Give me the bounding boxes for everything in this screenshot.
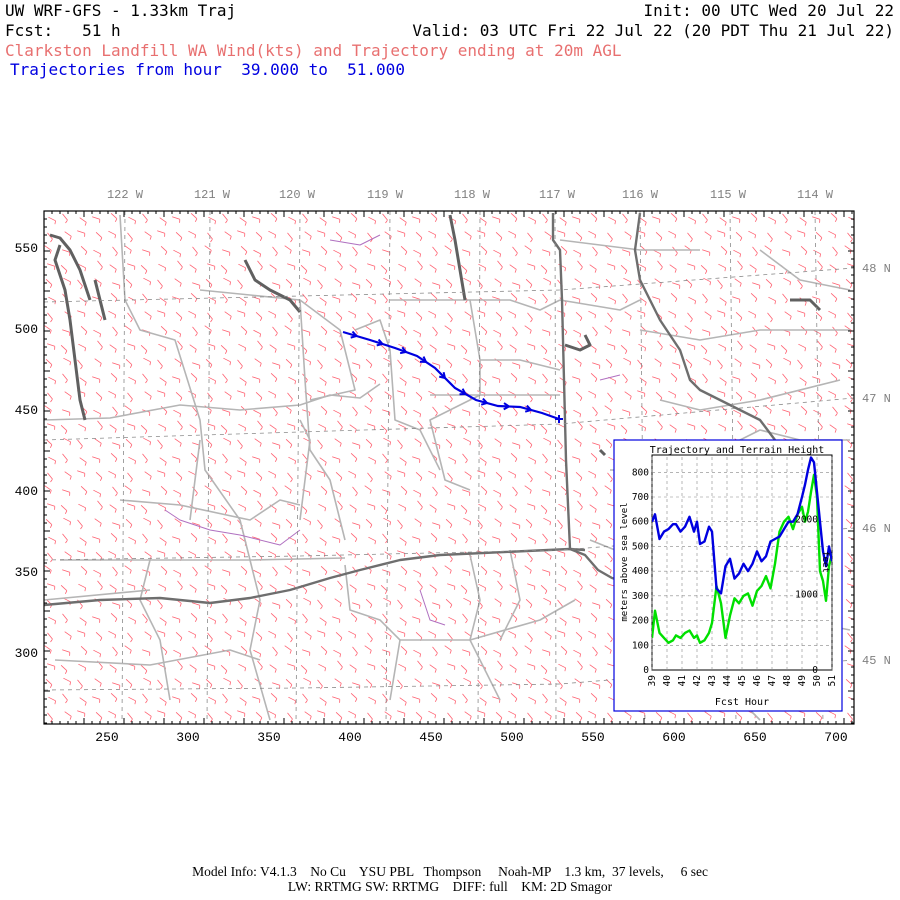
inset-x-tick-label: 41 xyxy=(677,675,688,687)
longitude-label: 114 W xyxy=(796,188,833,202)
inset-y-tick-label: 800 xyxy=(632,467,649,478)
longitude-label: 121 W xyxy=(193,188,230,202)
x-grid-label: 500 xyxy=(500,730,524,745)
purple-boundaries xyxy=(164,234,621,626)
inset-ylabel-right: feet xyxy=(820,551,830,573)
trajectory-path xyxy=(342,330,560,421)
x-grid-label: 300 xyxy=(176,730,200,745)
plus-icon xyxy=(555,415,563,423)
trajectory-arrow xyxy=(376,338,385,347)
inset-x-tick-label: 40 xyxy=(662,675,673,687)
inset-xlabel: Fcst Hour xyxy=(715,697,769,708)
inset-x-tick-label: 44 xyxy=(722,675,733,687)
frame-ticks xyxy=(43,210,854,724)
inset-x-tick-label: 46 xyxy=(752,675,763,687)
y-grid-label: 500 xyxy=(14,322,38,337)
inset-x-tick-label: 45 xyxy=(737,675,748,686)
inset-y-tick-label: 100 xyxy=(632,640,649,651)
y-grid-label: 400 xyxy=(14,484,38,499)
inset-x-tick-label: 42 xyxy=(692,675,703,686)
model-title: UW WRF-GFS - 1.33km Traj xyxy=(5,1,237,20)
inset-x-tick-label: 50 xyxy=(812,675,823,687)
inset-y-tick-label: 700 xyxy=(632,492,649,503)
inset-y-right-tick-label: 2000 xyxy=(795,514,818,525)
y-grid-label: 350 xyxy=(14,565,38,580)
terrain-height-line xyxy=(652,473,832,644)
y-grid-label: 450 xyxy=(14,403,38,418)
map-subtitle: Clarkston Landfill WA Wind(kts) and Traj… xyxy=(5,41,622,60)
x-grid-label: 650 xyxy=(743,730,767,745)
trajectory xyxy=(342,330,563,423)
trajectory-arrow xyxy=(399,346,408,355)
inset-y-tick-label: 200 xyxy=(632,616,649,627)
trajectory-arrow xyxy=(480,397,489,406)
longitude-label: 117 W xyxy=(538,188,575,202)
latitude-label: 45 N xyxy=(862,654,891,668)
x-grid-label: 600 xyxy=(662,730,686,745)
x-grid-label: 700 xyxy=(824,730,848,745)
trajectory-arrow xyxy=(524,404,533,413)
x-grid-label: 550 xyxy=(581,730,605,745)
longitude-label: 116 W xyxy=(621,188,658,202)
inset-y-right-tick-label: 1000 xyxy=(795,590,818,601)
init-time: Init: 00 UTC Wed 20 Jul 22 xyxy=(643,1,894,20)
longitude-label: 119 W xyxy=(366,188,403,202)
inset-x-tick-label: 51 xyxy=(827,675,838,687)
latitude-label: 47 N xyxy=(862,392,891,406)
trajectory-height-line xyxy=(652,456,832,595)
terrain-inset-chart: Trajectory and Terrain Height 39 40 41 42 43… xyxy=(613,439,843,712)
trajectory-arrow xyxy=(503,402,511,411)
inset-x-tick-label: 49 xyxy=(797,675,808,687)
inset-ylabel: meters above sea level xyxy=(620,502,630,621)
inset-y-tick-label: 400 xyxy=(632,566,649,577)
x-grid-label: 250 xyxy=(95,730,119,745)
longitude-label: 120 W xyxy=(278,188,315,202)
coastline-and-rivers xyxy=(49,214,822,457)
inset-x-tick-label: 43 xyxy=(707,675,718,686)
inset-y-tick-label: 0 xyxy=(643,665,649,676)
inset-x-tick-label: 47 xyxy=(767,675,778,686)
inset-x-tick-label: 48 xyxy=(782,675,793,687)
inset-y-tick-label: 500 xyxy=(632,541,649,552)
trajectory-arrow xyxy=(419,356,428,364)
longitude-label: 115 W xyxy=(709,188,746,202)
trajectory-range: Trajectories from hour 39.000 to 51.000 xyxy=(10,60,405,79)
inset-y-tick-label: 600 xyxy=(632,517,649,528)
y-grid-label: 550 xyxy=(14,241,38,256)
trajectory-arrow xyxy=(459,388,468,396)
forecast-hour: Fcst: 51 h xyxy=(5,21,121,40)
inset-y-tick-label: 300 xyxy=(632,591,649,602)
trajectory-arrow xyxy=(350,330,359,339)
x-grid-label: 350 xyxy=(257,730,281,745)
trajectory-arrow xyxy=(438,371,447,380)
physics-info: LW: RRTMG SW: RRTMG DIFF: full KM: 2D Sm… xyxy=(287,879,613,894)
x-grid-label: 400 xyxy=(338,730,362,745)
inset-title: Trajectory and Terrain Height xyxy=(650,445,825,456)
valid-time: Valid: 03 UTC Fri 22 Jul 22 (20 PDT Thu … xyxy=(412,21,894,40)
longitude-label: 118 W xyxy=(453,188,490,202)
inset-y-right-tick-label: 0 xyxy=(812,665,818,676)
y-grid-label: 300 xyxy=(14,646,38,661)
latitude-label: 48 N xyxy=(862,262,891,276)
inset-x-tick-label: 39 xyxy=(647,675,658,687)
x-grid-label: 450 xyxy=(419,730,443,745)
latitude-label: 46 N xyxy=(862,522,891,536)
model-info: Model Info: V4.1.3 No Cu YSU PBL Thompso… xyxy=(192,864,708,879)
longitude-label: 122 W xyxy=(106,188,143,202)
